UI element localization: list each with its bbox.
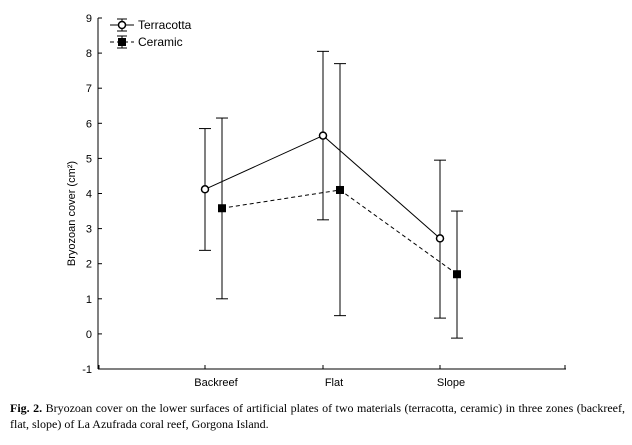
y-tick-label: 1 bbox=[86, 294, 92, 306]
data-point-terracotta bbox=[200, 185, 210, 194]
legend-label: Terracotta bbox=[138, 18, 192, 32]
chart-series bbox=[199, 50, 463, 339]
y-tick-label: 9 bbox=[86, 13, 92, 25]
y-tick-label: 2 bbox=[86, 259, 92, 271]
figure-caption-label: Fig. 2. bbox=[10, 401, 43, 415]
data-point-ceramic bbox=[336, 185, 344, 194]
legend-marker bbox=[117, 20, 127, 30]
x-tick-label: Slope bbox=[437, 377, 465, 389]
figure-caption-text: Bryozoan cover on the lower surfaces of … bbox=[10, 401, 625, 431]
x-tick-label: Flat bbox=[325, 377, 343, 389]
y-tick-label: 7 bbox=[86, 83, 92, 95]
legend-label: Ceramic bbox=[138, 35, 183, 49]
y-tick-label: 4 bbox=[86, 189, 92, 201]
y-axis-label: Bryozoan cover (cm²) bbox=[66, 161, 78, 266]
chart: -1 0 1 2 3 4 5 6 7 8 9 Backreef Flat Slope Bryozoan co… bbox=[66, 13, 566, 389]
x-tick-label: Backreef bbox=[194, 377, 238, 389]
y-tick-label: 5 bbox=[86, 153, 92, 165]
figure-caption: Fig. 2. Bryozoan cover on the lower surf… bbox=[10, 400, 625, 432]
data-point-ceramic bbox=[218, 204, 226, 213]
chart-legend: Terracotta Ceramic bbox=[110, 18, 192, 49]
data-point-terracotta bbox=[318, 131, 328, 140]
data-point-ceramic bbox=[453, 270, 461, 279]
y-tick-label: 3 bbox=[86, 224, 92, 236]
legend-marker bbox=[118, 38, 126, 46]
y-tick-label: 8 bbox=[86, 48, 92, 60]
chart-axes: -1 0 1 2 3 4 5 6 7 8 9 Backreef Flat Slope Bryozoan co… bbox=[66, 13, 566, 389]
data-point-terracotta bbox=[435, 234, 445, 243]
y-tick-label: 6 bbox=[86, 118, 92, 130]
y-tick-label: 0 bbox=[86, 329, 92, 341]
y-tick-label: -1 bbox=[82, 364, 92, 376]
